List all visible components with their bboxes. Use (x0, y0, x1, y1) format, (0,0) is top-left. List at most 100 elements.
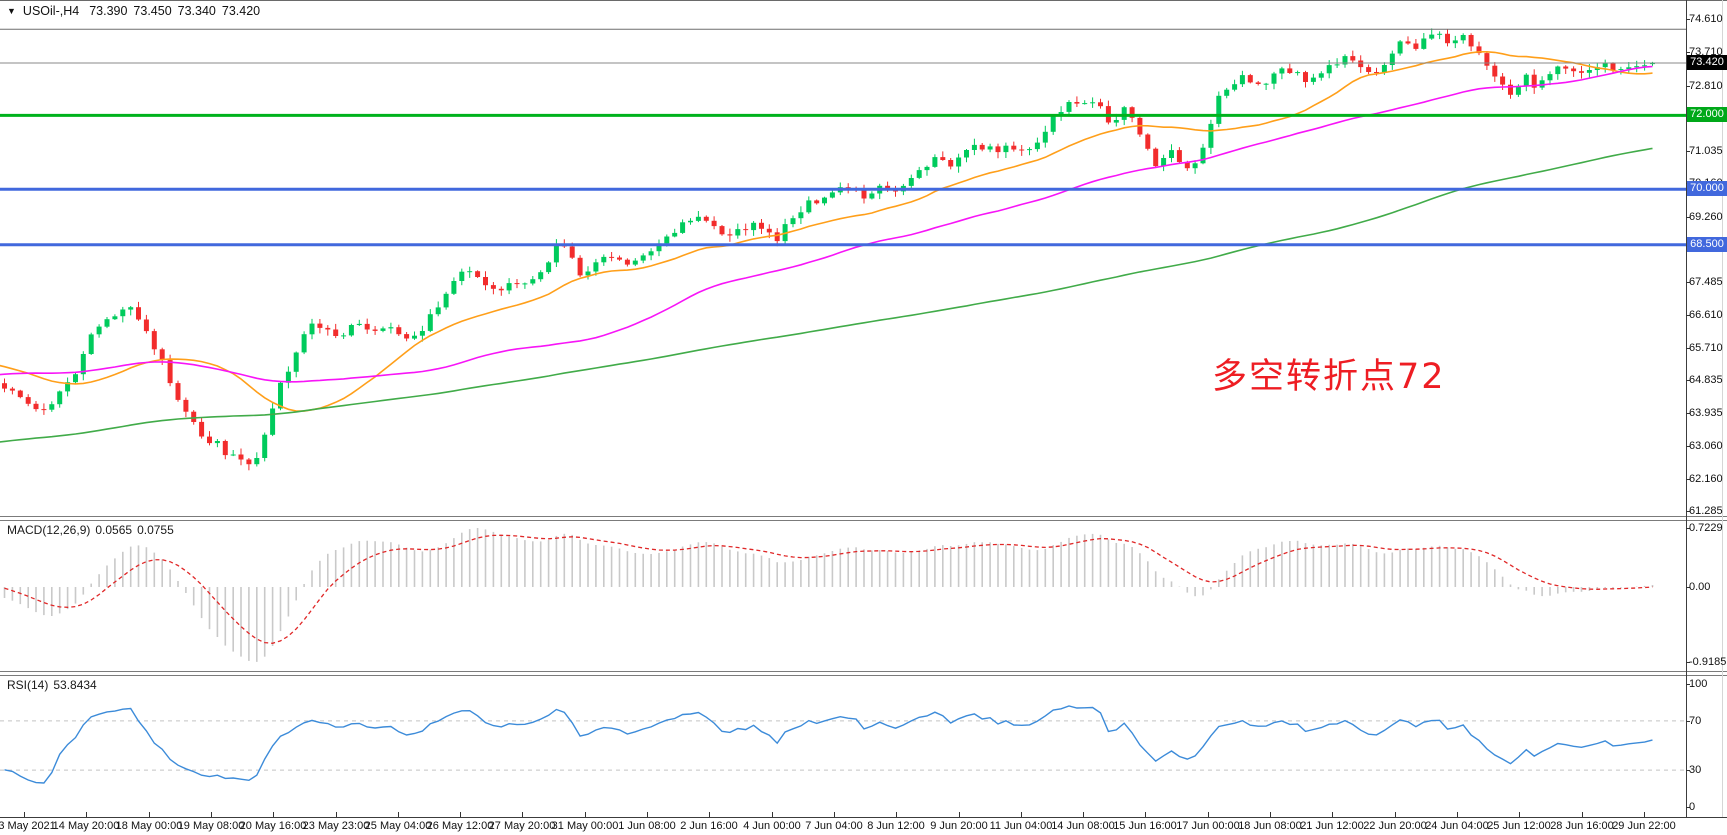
price-tick-label: 66.610 (1689, 309, 1723, 321)
time-tick-mark (211, 812, 212, 817)
symbol-dropdown-icon[interactable]: ▼ (7, 6, 16, 16)
macd-tick-label: 0.00 (1689, 581, 1711, 593)
time-label: 24 Jun 04:00 (1425, 820, 1489, 832)
rsi-tick-mark (1686, 770, 1690, 771)
price-tick-mark (1686, 479, 1690, 480)
price-tick-label: 69.260 (1689, 211, 1723, 223)
panel-splitter-rsi[interactable] (0, 671, 1727, 676)
time-label: 15 Jun 16:00 (1113, 820, 1177, 832)
price-tick-mark (1686, 282, 1690, 283)
window-top-border (0, 0, 1727, 1)
rsi-tick-label: 30 (1689, 764, 1702, 776)
time-label: 28 Jun 16:00 (1550, 820, 1614, 832)
time-label: 20 May 16:00 (239, 820, 307, 832)
price-tick-mark (1686, 380, 1690, 381)
ohlc-high: 73.450 (133, 4, 172, 18)
rsi-tick-mark (1686, 807, 1690, 808)
time-label: 18 May 00:00 (115, 820, 183, 832)
price-tick-mark (1686, 151, 1690, 152)
price-tick-mark (1686, 52, 1690, 53)
time-tick-mark (834, 812, 835, 817)
time-tick-mark (86, 812, 87, 817)
rsi-tick-mark (1686, 684, 1690, 685)
price-tick-mark (1686, 348, 1690, 349)
price-badge-70.000: 70.000 (1687, 181, 1727, 196)
time-tick-mark (709, 812, 710, 817)
time-tick-mark (896, 812, 897, 817)
macd-tick-label: -0.9185 (1689, 656, 1727, 668)
macd-tick-mark (1686, 662, 1690, 663)
price-tick-label: 61.285 (1689, 505, 1723, 517)
price-tick-label: 67.485 (1689, 276, 1723, 288)
price-tick-label: 74.610 (1689, 13, 1723, 25)
time-label: 31 May 00:00 (551, 820, 619, 832)
time-label: 8 Jun 12:00 (867, 820, 925, 832)
time-label: 27 May 20:00 (488, 820, 556, 832)
time-tick-mark (1270, 812, 1271, 817)
ohlc-close: 73.420 (221, 4, 261, 18)
price-tick-label: 71.035 (1689, 145, 1723, 157)
time-label: 25 May 04:00 (364, 820, 432, 832)
time-tick-mark (149, 812, 150, 817)
macd-name: MACD(12,26,9) (7, 523, 91, 537)
price-tick-mark (1686, 217, 1690, 218)
time-tick-mark (1208, 812, 1209, 817)
time-tick-mark (1519, 812, 1520, 817)
price-tick-mark (1686, 315, 1690, 316)
price-tick-mark (1686, 86, 1690, 87)
time-label: 4 Jun 00:00 (743, 820, 801, 832)
rsi-name: RSI(14) (7, 678, 49, 692)
time-label: 17 Jun 00:00 (1176, 820, 1240, 832)
time-label: 14 Jun 08:00 (1051, 820, 1115, 832)
time-tick-mark (959, 812, 960, 817)
time-label: 9 Jun 20:00 (930, 820, 988, 832)
time-tick-mark (398, 812, 399, 817)
rsi-tick-label: 70 (1689, 715, 1702, 727)
time-tick-mark (522, 812, 523, 817)
time-tick-mark (24, 812, 25, 817)
time-tick-mark (647, 812, 648, 817)
time-label: 29 Jun 22:00 (1612, 820, 1676, 832)
rsi-panel-canvas[interactable] (0, 675, 1686, 817)
time-label: 11 Jun 04:00 (989, 820, 1053, 832)
time-label: 18 Jun 08:00 (1238, 820, 1302, 832)
time-tick-mark (1145, 812, 1146, 817)
time-label: 7 Jun 04:00 (805, 820, 863, 832)
macd-tick-label: 0.7229 (1689, 522, 1723, 534)
panel-splitter-macd[interactable] (0, 516, 1727, 521)
macd-indicator-label: MACD(12,26,9) 0.0565 0.0755 (7, 523, 179, 537)
time-label: 13 May 2021 (0, 820, 56, 832)
time-tick-mark (460, 812, 461, 817)
chart-header: ▼ USOil-,H4 73.390 73.450 73.340 73.420 (7, 4, 266, 18)
time-tick-mark (1457, 812, 1458, 817)
time-label: 1 Jun 08:00 (618, 820, 676, 832)
macd-panel-canvas[interactable] (0, 520, 1686, 672)
ohlc-low: 73.340 (177, 4, 216, 18)
time-tick-mark (1644, 812, 1645, 817)
symbol-label: USOil-,H4 (22, 4, 80, 18)
time-label: 23 May 23:00 (302, 820, 370, 832)
rsi-value: 53.8434 (53, 678, 97, 692)
price-tick-mark (1686, 413, 1690, 414)
time-tick-mark (1582, 812, 1583, 817)
time-axis-line (0, 817, 1727, 818)
time-label: 19 May 08:00 (177, 820, 245, 832)
time-tick-mark (585, 812, 586, 817)
rsi-tick-label: 0 (1689, 801, 1696, 813)
time-tick-mark (772, 812, 773, 817)
price-chart-canvas[interactable] (0, 0, 1686, 517)
chart-annotation-text[interactable]: 多空转折点72 (1212, 357, 1446, 397)
rsi-tick-label: 100 (1689, 678, 1708, 690)
time-tick-mark (1332, 812, 1333, 817)
price-tick-label: 63.060 (1689, 440, 1723, 452)
time-label: 14 May 20:00 (52, 820, 120, 832)
time-label: 25 Jun 12:00 (1487, 820, 1551, 832)
price-badge-73.420: 73.420 (1687, 55, 1727, 70)
macd-value-signal: 0.0755 (137, 523, 174, 537)
price-tick-label: 62.160 (1689, 473, 1723, 485)
time-label: 22 Jun 20:00 (1363, 820, 1427, 832)
window-right-edge (1722, 0, 1723, 817)
macd-value-main: 0.0565 (95, 523, 133, 537)
